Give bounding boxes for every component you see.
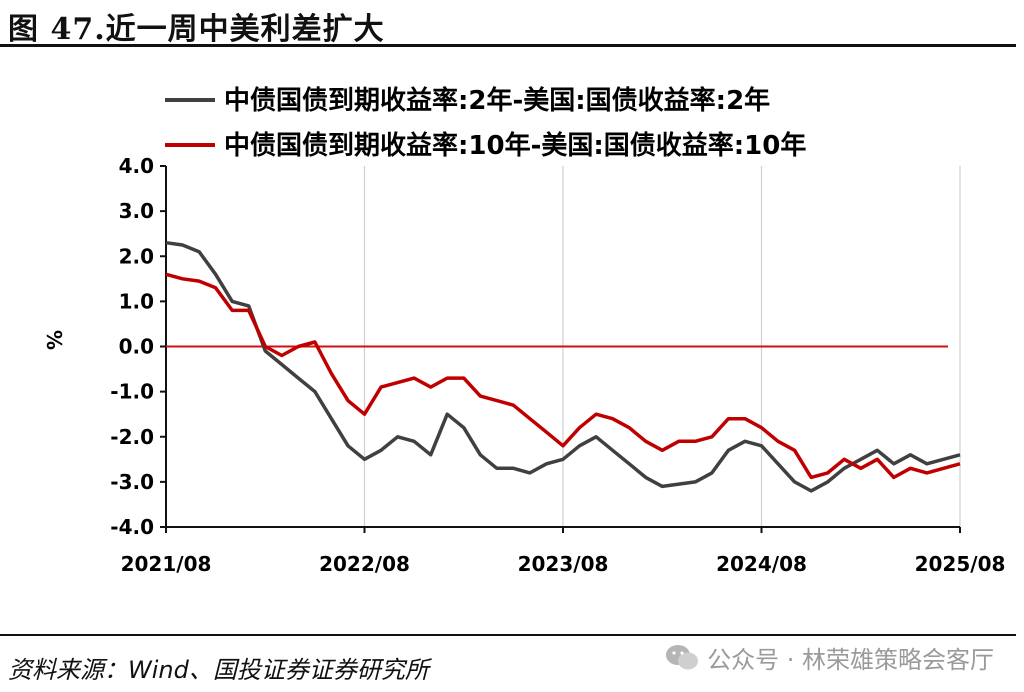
- legend-label-10y: 中债国债到期收益率:10年-美国:国债收益率:10年: [224, 130, 806, 161]
- x-tick-label: 2023/08: [518, 552, 609, 576]
- y-tick-label: 2.0: [119, 244, 154, 268]
- axes: [160, 165, 961, 533]
- legend: 中债国债到期收益率:2年-美国:国债收益率:2年 中债国债到期收益率:10年-美…: [165, 85, 806, 161]
- top-rule: [0, 44, 1016, 47]
- x-tick-label: 2022/08: [319, 552, 410, 576]
- wechat-icon: [666, 644, 699, 669]
- x-tick-label: 2025/08: [915, 552, 1006, 576]
- x-tick-label: 2021/08: [121, 552, 212, 576]
- series-line-2y-spread: [165, 240, 961, 493]
- y-tick-label: -4.0: [110, 515, 154, 539]
- y-tick-label: 3.0: [119, 199, 154, 223]
- watermark: 公众号 · 林荣雄策略会客厅: [665, 640, 994, 675]
- y-tick-label: -1.0: [110, 380, 154, 404]
- x-tick-label: 2024/08: [716, 552, 807, 576]
- y-axis-label: %: [43, 330, 67, 350]
- series-line-10y-spread: [165, 272, 961, 480]
- y-tick-labels: 4.0 3.0 2.0 1.0 0.0 -1.0 -2.0 -3.0 -4.0: [110, 154, 154, 539]
- x-tick-labels: 2021/08 2022/08 2023/08 2024/08 2025/08: [121, 552, 1006, 576]
- y-tick-label: -2.0: [110, 425, 154, 449]
- legend-label-2y: 中债国债到期收益率:2年-美国:国债收益率:2年: [224, 85, 770, 116]
- source-note: 资料来源：Wind、国投证券证券研究所: [8, 656, 429, 684]
- figure-title: 图 47.近一周中美利差扩大: [8, 12, 385, 47]
- y-tick-label: 1.0: [119, 289, 154, 313]
- series-lines: [165, 240, 961, 493]
- y-tick-label: 0.0: [119, 335, 154, 359]
- y-tick-label: 4.0: [119, 154, 154, 178]
- watermark-text: 公众号 · 林荣雄策略会客厅: [707, 646, 994, 674]
- bottom-rule: [0, 634, 1016, 636]
- y-tick-label: -3.0: [110, 470, 154, 494]
